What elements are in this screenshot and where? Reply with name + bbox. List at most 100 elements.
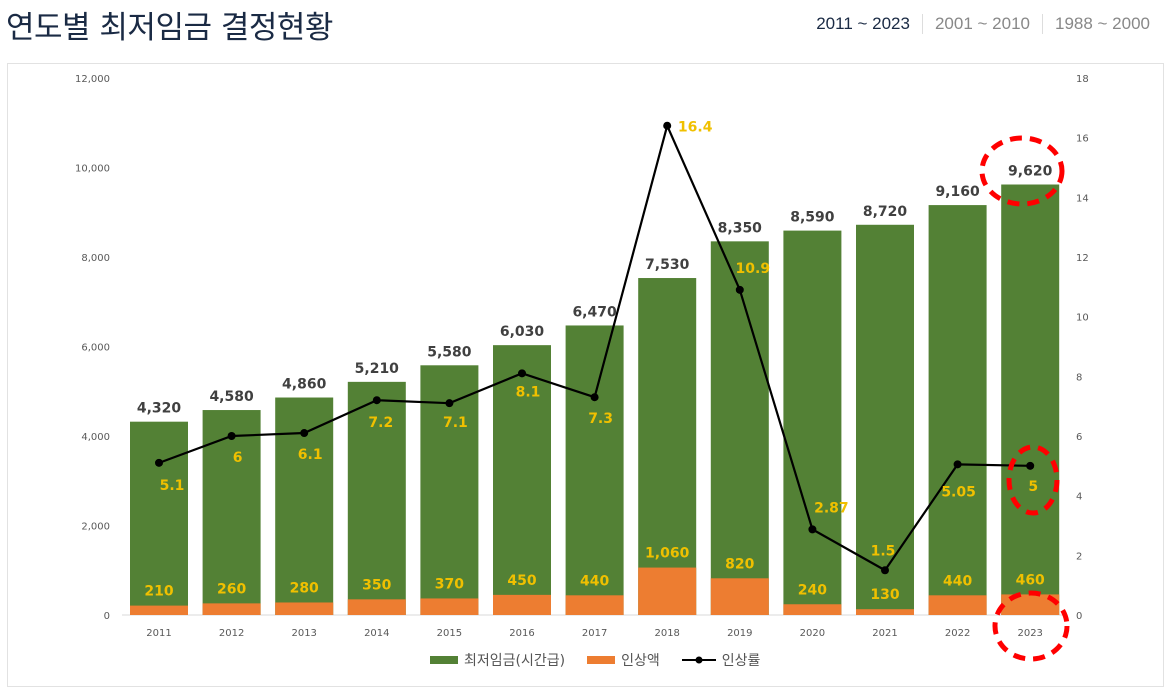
rate-point [300, 429, 309, 438]
legend-label: 인상률 [721, 653, 761, 669]
x-tick-label: 2011 [146, 628, 171, 639]
wage-label: 8,590 [790, 210, 835, 226]
increase-bar [638, 567, 697, 615]
y2-tick-label: 10 [1076, 313, 1089, 324]
rate-point [881, 566, 889, 575]
increase-label: 260 [217, 581, 246, 597]
rate-point [1026, 461, 1035, 470]
increase-label: 280 [290, 580, 319, 596]
x-tick-label: 2012 [219, 628, 244, 639]
increase-bar [202, 603, 261, 615]
rate-point [518, 369, 526, 378]
rate-label: 5 [1028, 479, 1038, 495]
wage-label: 6,470 [572, 304, 617, 320]
rate-point [590, 393, 599, 402]
y2-tick-label: 16 [1076, 134, 1089, 145]
rate-label: 2.87 [814, 500, 849, 516]
legend-increase: 인상액 [587, 650, 660, 670]
legend-wage: 최저임금(시간급) [430, 650, 565, 670]
rate-label: 7.1 [443, 415, 468, 431]
legend-label: 인상액 [621, 653, 660, 669]
y2-tick-label: 12 [1076, 253, 1089, 264]
wage-label: 8,720 [863, 204, 908, 220]
increase-label: 350 [362, 577, 391, 593]
increase-bar [130, 605, 188, 615]
wage-bar [493, 345, 551, 615]
rate-point [445, 399, 454, 408]
wage-label: 8,350 [718, 220, 763, 236]
tab-2001-2010[interactable]: 2001 ~ 2010 [921, 14, 1042, 34]
increase-bar [347, 599, 406, 615]
y-tick-label: 6,000 [81, 343, 110, 354]
wage-label: 4,580 [209, 389, 254, 405]
increase-bar [420, 598, 479, 615]
legend-rate: 인상률 [681, 650, 761, 670]
wage-label: 4,320 [137, 401, 182, 417]
increase-label: 820 [725, 556, 754, 572]
x-tick-label: 2021 [872, 628, 897, 639]
wage-bar [856, 224, 914, 615]
rate-point [372, 396, 381, 405]
increase-label: 440 [943, 573, 972, 589]
rate-point [663, 121, 672, 130]
chart-frame [7, 63, 1164, 687]
wage-bar [710, 241, 769, 615]
increase-bar [856, 609, 914, 615]
tab-2011-2023[interactable]: 2011 ~ 2023 [816, 14, 910, 33]
rate-point [155, 458, 163, 467]
y2-tick-label: 18 [1076, 74, 1089, 85]
y-tick-label: 12,000 [75, 74, 110, 85]
x-tick-label: 2023 [1017, 628, 1042, 639]
rate-point [227, 432, 236, 440]
y2-tick-label: 14 [1076, 193, 1089, 204]
x-tick-label: 2013 [291, 628, 316, 639]
wage-bar [783, 230, 842, 615]
legend: 최저임금(시간급) 인상액 인상률 [430, 650, 760, 670]
increase-label: 450 [507, 573, 536, 589]
wage-label: 9,160 [935, 184, 980, 200]
rate-label: 8.1 [516, 384, 541, 400]
rate-point [953, 460, 962, 469]
annotation-circle [1006, 444, 1060, 516]
increase-bar [565, 595, 624, 615]
increase-label: 460 [1016, 572, 1045, 588]
rate-label: 5.1 [160, 478, 185, 494]
wage-bar [130, 421, 188, 615]
increase-bar [1001, 594, 1060, 615]
x-tick-label: 2015 [437, 628, 462, 639]
rate-label: 7.3 [588, 411, 613, 427]
x-tick-label: 2016 [509, 628, 534, 639]
tab-1988-2000[interactable]: 1988 ~ 2000 [1041, 14, 1162, 34]
rate-label: 6 [233, 450, 243, 466]
wage-label: 9,620 [1008, 164, 1053, 180]
y2-tick-label: 8 [1076, 372, 1082, 383]
rate-label: 1.5 [871, 543, 896, 559]
increase-bar [710, 578, 769, 615]
wage-label: 5,210 [355, 361, 400, 377]
x-tick-label: 2017 [582, 628, 607, 639]
wage-label: 6,030 [500, 324, 545, 340]
y-tick-label: 2,000 [81, 522, 110, 533]
x-tick-label: 2020 [800, 628, 825, 639]
wage-bar [565, 325, 624, 615]
wage-label: 4,860 [282, 377, 327, 393]
rate-label: 7.2 [368, 415, 393, 431]
x-tick-label: 2018 [654, 628, 679, 639]
wage-label: 5,580 [427, 344, 472, 360]
wage-bar [1001, 184, 1060, 615]
x-tick-label: 2022 [945, 628, 970, 639]
wage-label: 7,530 [645, 257, 690, 273]
increase-bar [783, 604, 842, 615]
increase-label: 370 [435, 576, 464, 592]
increase-label: 240 [798, 582, 827, 598]
increase-label: 1,060 [645, 546, 690, 562]
y-tick-label: 4,000 [81, 432, 110, 443]
legend-label: 최저임금(시간급) [464, 653, 566, 669]
period-tabs: 2011 ~ 2023 2001 ~ 2010 1988 ~ 2000 [804, 14, 1162, 34]
increase-label: 130 [870, 587, 899, 603]
y2-tick-label: 2 [1076, 551, 1082, 562]
annotation-circle [992, 590, 1070, 662]
x-tick-label: 2014 [364, 628, 389, 639]
x-tick-label: 2019 [727, 628, 752, 639]
